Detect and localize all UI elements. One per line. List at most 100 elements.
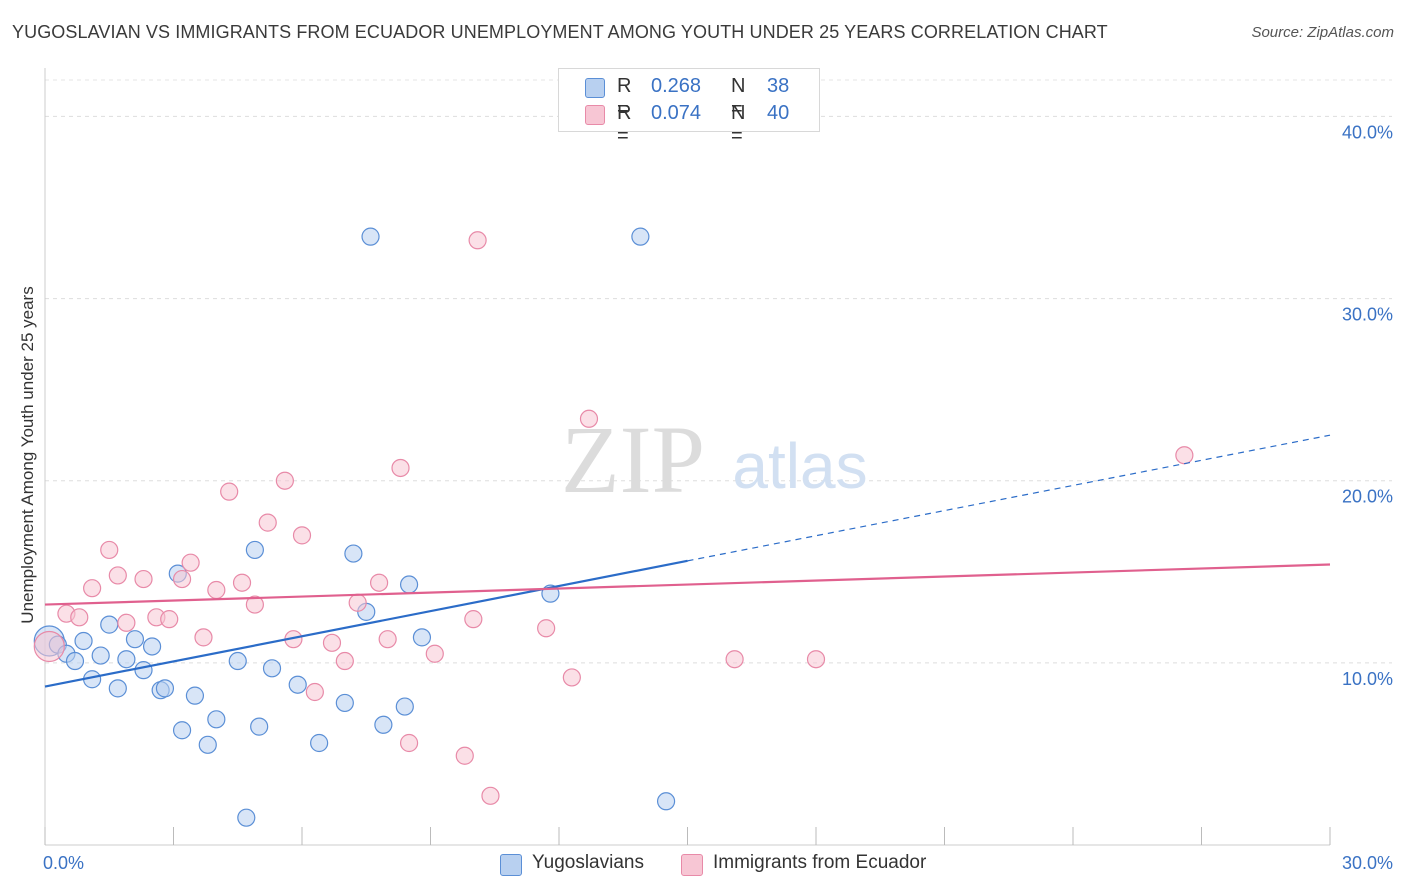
y-tick-label: 30.0% [1342, 305, 1393, 325]
legend-n-label: N = [731, 75, 746, 120]
data-point [579, 409, 599, 428]
data-point [305, 682, 324, 702]
data-point [245, 540, 264, 560]
data-point [335, 651, 354, 671]
data-point [374, 715, 393, 734]
data-point [361, 227, 380, 246]
data-point [806, 650, 826, 669]
data-point [391, 458, 410, 478]
data-point [91, 646, 110, 665]
data-point [288, 675, 307, 694]
data-point [631, 227, 650, 246]
data-point [228, 651, 247, 671]
data-point [33, 630, 65, 663]
chart-title: YUGOSLAVIAN VS IMMIGRANTS FROM ECUADOR U… [12, 22, 1108, 42]
data-point [344, 544, 363, 563]
data-point [125, 630, 145, 649]
data-point [74, 631, 93, 651]
data-point [464, 610, 483, 629]
legend-label: Yugoslavians [532, 852, 644, 873]
data-point [108, 679, 127, 698]
data-point [194, 628, 213, 647]
data-point [134, 661, 153, 680]
data-point [117, 650, 136, 669]
data-point [395, 697, 414, 716]
data-point [83, 579, 102, 598]
data-point [245, 595, 264, 614]
data-point [481, 786, 500, 805]
source-credit: Source: ZipAtlas.com [1251, 24, 1394, 41]
trend-line-immigrants-from-ecuador [44, 563, 1331, 606]
data-point [725, 650, 744, 669]
x-tick-label: 30.0% [1342, 853, 1393, 873]
data-point [275, 471, 294, 490]
y-tick-label: 20.0% [1342, 487, 1393, 507]
data-point [134, 569, 153, 589]
data-point [172, 569, 192, 589]
data-point [232, 573, 252, 592]
data-point [65, 651, 85, 671]
y-tick-label: 40.0% [1342, 122, 1393, 142]
data-point [160, 610, 179, 629]
data-point [322, 633, 342, 652]
series-immigrants-from-ecuador [33, 231, 1194, 805]
x-tick-label: 0.0% [43, 853, 84, 873]
data-point [412, 628, 432, 647]
data-point [399, 575, 419, 594]
data-point [108, 566, 127, 585]
legend-swatch-blue [500, 854, 522, 876]
data-point [117, 613, 136, 632]
data-point [155, 679, 175, 698]
data-point [1175, 446, 1194, 465]
legend-swatch-pink [585, 105, 605, 125]
data-point [262, 659, 282, 678]
data-point [335, 693, 354, 713]
data-point [70, 608, 89, 627]
data-point [198, 735, 217, 754]
data-point [250, 717, 269, 736]
y-axis-label: Unemployment Among Youth under 25 years [18, 286, 37, 624]
data-point [399, 733, 419, 753]
legend-label: Immigrants from Ecuador [713, 852, 927, 873]
data-point [142, 637, 162, 656]
legend-r-value: 0.074 [651, 102, 702, 124]
watermark: ZIP atlas [561, 406, 868, 513]
data-point [370, 573, 389, 592]
legend-r-label: R = [617, 102, 632, 147]
data-point [378, 630, 397, 649]
data-point [207, 580, 226, 600]
legend-r-label: R = [617, 75, 632, 120]
series-yugoslavians [33, 227, 676, 827]
data-point [468, 231, 487, 250]
data-point [310, 733, 329, 753]
data-point [100, 615, 119, 634]
axes [44, 68, 1331, 846]
data-point [220, 482, 239, 501]
trend-lines [44, 434, 1331, 688]
data-point [292, 526, 312, 545]
legend-swatch-blue [585, 78, 605, 98]
data-point [537, 619, 556, 638]
watermark-atlas: atlas [732, 430, 867, 502]
legend-n-value: 40 [767, 102, 790, 124]
correlation-legend: R = 0.268 N = 38 R = 0.074 N = 40 [558, 68, 820, 147]
data-point [237, 808, 256, 827]
data-point [172, 721, 192, 740]
data-point [207, 710, 226, 729]
legend-n-label: N = [731, 102, 746, 147]
trend-line-yugoslavians [44, 559, 688, 688]
legend-n-value: 38 [767, 75, 790, 97]
data-point [258, 513, 277, 532]
legend-swatch-pink [681, 854, 703, 876]
data-point [425, 644, 444, 663]
y-tick-label: 10.0% [1342, 669, 1393, 689]
data-point [455, 746, 474, 765]
legend-r-value: 0.268 [651, 75, 702, 97]
data-point [181, 553, 200, 572]
tick-labels: 10.0% 20.0% 30.0% 40.0% 0.0% 30.0% [43, 122, 1393, 873]
data-point [100, 540, 119, 560]
data-point [348, 593, 367, 612]
data-point [656, 792, 676, 811]
data-point [185, 686, 205, 705]
